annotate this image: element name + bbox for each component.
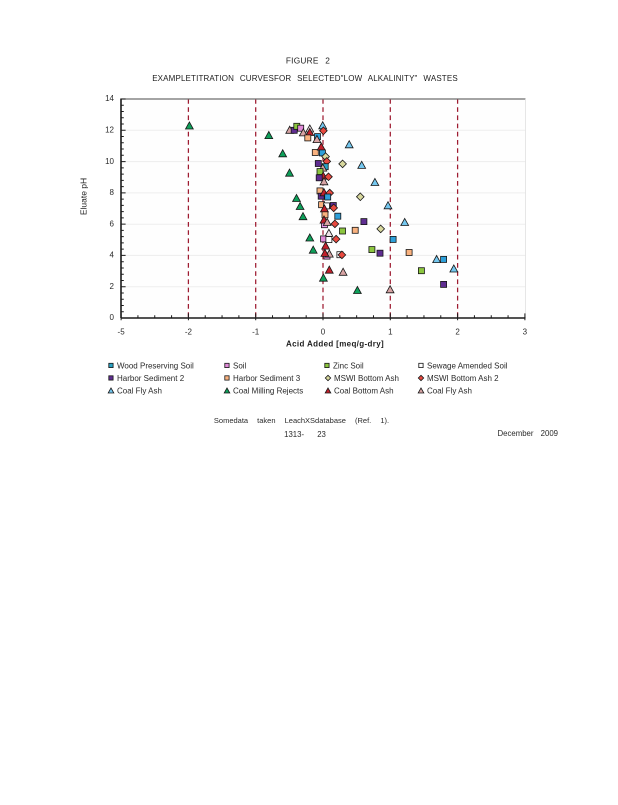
- svg-text:1: 1: [388, 328, 393, 337]
- svg-text:Coal Milling Rejects: Coal Milling Rejects: [233, 387, 303, 396]
- svg-text:Soil: Soil: [233, 361, 247, 370]
- svg-text:Sewage Amended Soil: Sewage Amended Soil: [427, 361, 508, 370]
- svg-text:Coal Bottom Ash: Coal Bottom Ash: [334, 387, 394, 396]
- svg-text:December 2009: December 2009: [498, 429, 558, 438]
- svg-text:Coal Fly Ash: Coal Fly Ash: [117, 387, 162, 396]
- svg-text:Harbor Sediment 2: Harbor Sediment 2: [117, 374, 185, 383]
- svg-text:EXAMPLETITRATION CURVESFOR SEL: EXAMPLETITRATION CURVESFOR SELECTED"LOW …: [152, 74, 458, 83]
- svg-text:-2: -2: [185, 328, 193, 337]
- svg-text:12: 12: [105, 126, 114, 135]
- svg-text:4: 4: [110, 251, 115, 260]
- svg-text:-1: -1: [252, 328, 260, 337]
- svg-text:0: 0: [110, 313, 115, 322]
- svg-text:1313- 23: 1313- 23: [284, 430, 326, 439]
- svg-text:Harbor Sediment 3: Harbor Sediment 3: [233, 374, 301, 383]
- svg-text:Eluate pH: Eluate pH: [79, 178, 89, 215]
- svg-text:FIGURE 2: FIGURE 2: [286, 56, 330, 66]
- svg-text:MSWI Bottom Ash 2: MSWI Bottom Ash 2: [427, 374, 499, 383]
- svg-text:2: 2: [455, 328, 460, 337]
- svg-text:2: 2: [110, 282, 115, 291]
- svg-text:Coal Fly Ash: Coal Fly Ash: [427, 387, 472, 396]
- svg-text:Acid Added [meq/g-dry]: Acid Added [meq/g-dry]: [286, 340, 384, 349]
- svg-text:Wood Preserving Soil: Wood Preserving Soil: [117, 361, 194, 370]
- svg-text:Zinc Soil: Zinc Soil: [333, 361, 364, 370]
- svg-text:8: 8: [110, 188, 115, 197]
- svg-text:MSWI Bottom Ash: MSWI Bottom Ash: [334, 374, 399, 383]
- svg-text:0: 0: [321, 328, 326, 337]
- svg-text:-5: -5: [118, 328, 126, 337]
- svg-text:3: 3: [523, 328, 528, 337]
- svg-text:10: 10: [105, 157, 114, 166]
- svg-text:6: 6: [110, 219, 115, 228]
- svg-text:14: 14: [105, 94, 114, 103]
- svg-text:Somedata taken LeachXSdatabase: Somedata taken LeachXSdatabase (Ref. 1).: [214, 416, 389, 425]
